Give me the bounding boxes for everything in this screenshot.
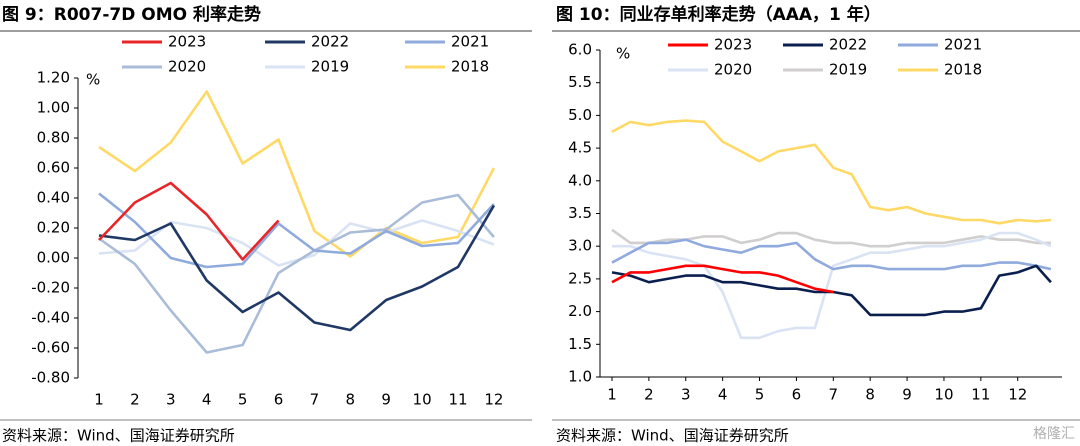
series-line xyxy=(98,90,496,258)
legend-label: 2022 xyxy=(829,36,867,54)
y-tick-label: 5.0 xyxy=(568,106,592,124)
y-tick-label: 0.00 xyxy=(37,249,70,267)
series-line xyxy=(611,264,834,294)
x-tick-label: 1 xyxy=(607,386,617,404)
x-tick-label: 8 xyxy=(865,386,875,404)
y-tick-label: 0.80 xyxy=(37,129,70,147)
y-tick-label: -0.80 xyxy=(31,369,70,387)
x-tick-label: 12 xyxy=(484,391,503,409)
legend-label: 2023 xyxy=(714,36,752,54)
series-line xyxy=(98,204,496,332)
y-tick-label: 5.5 xyxy=(568,73,592,91)
x-tick-label: 12 xyxy=(1008,386,1027,404)
x-tick-label: 8 xyxy=(346,391,356,409)
x-tick-label: 6 xyxy=(792,386,802,404)
legend-label: 2018 xyxy=(944,61,982,79)
legend-label: 2022 xyxy=(311,33,349,51)
x-tick-label: 2 xyxy=(644,386,654,404)
x-tick-label: 5 xyxy=(755,386,765,404)
chart-title: 图 9：R007-7D OMO 利率走势 xyxy=(2,4,261,25)
x-tick-label: 3 xyxy=(681,386,691,404)
x-tick-label: 9 xyxy=(381,391,391,409)
series-line xyxy=(98,192,495,269)
y-tick-label: 0.40 xyxy=(37,189,70,207)
y-tick-label: 3.5 xyxy=(568,204,592,222)
y-tick-label: 1.20 xyxy=(37,69,70,87)
legend-label: 2019 xyxy=(829,61,867,79)
legend-label: 2019 xyxy=(311,58,349,76)
y-tick-label: 0.60 xyxy=(37,159,70,177)
y-tick-label: 2.0 xyxy=(568,302,592,320)
series-line xyxy=(611,119,1052,225)
y-tick-label: 3.0 xyxy=(568,237,592,255)
x-tick-label: 5 xyxy=(238,391,248,409)
series-line xyxy=(98,193,495,354)
y-tick-label: 4.5 xyxy=(568,139,592,157)
y-tick-label: 4.0 xyxy=(568,171,592,189)
source-note: 资料来源：Wind、国海证券研究所 xyxy=(556,427,789,445)
y-tick-label: -0.20 xyxy=(31,279,70,297)
x-tick-label: 1 xyxy=(94,391,104,409)
x-tick-label: 4 xyxy=(202,391,212,409)
y-tick-label: -0.60 xyxy=(31,339,70,357)
y-tick-label: -0.40 xyxy=(31,309,70,327)
legend-label: 2023 xyxy=(168,33,206,51)
x-tick-label: 6 xyxy=(274,391,284,409)
series-line xyxy=(98,181,280,261)
y-tick-label: 1.5 xyxy=(568,335,592,353)
unit-label: % xyxy=(616,45,630,63)
x-tick-label: 3 xyxy=(166,391,176,409)
watermark: 格隆汇 xyxy=(1033,426,1075,442)
source-note: 资料来源：Wind、国海证券研究所 xyxy=(2,427,235,445)
series-line xyxy=(98,219,495,267)
legend-label: 2020 xyxy=(168,58,206,76)
legend-label: 2021 xyxy=(451,33,489,51)
x-tick-label: 10 xyxy=(413,391,432,409)
x-tick-label: 7 xyxy=(829,386,839,404)
x-tick-label: 10 xyxy=(934,386,953,404)
y-tick-label: 2.5 xyxy=(568,269,592,287)
unit-label: % xyxy=(86,71,100,89)
y-tick-label: 6.0 xyxy=(568,41,592,59)
series-line xyxy=(612,231,1052,340)
legend-label: 2018 xyxy=(451,58,489,76)
x-tick-label: 9 xyxy=(902,386,912,404)
legend-label: 2021 xyxy=(944,36,982,54)
x-tick-label: 4 xyxy=(718,386,728,404)
x-tick-label: 7 xyxy=(310,391,320,409)
x-tick-label: 11 xyxy=(448,391,467,409)
x-tick-label: 2 xyxy=(130,391,140,409)
y-tick-label: 1.0 xyxy=(568,368,592,386)
series-line xyxy=(611,238,1052,271)
y-tick-label: 0.20 xyxy=(37,219,70,237)
legend-label: 2020 xyxy=(714,61,752,79)
chart-title: 图 10：同业存单利率走势（AAA，1 年） xyxy=(556,4,881,25)
x-tick-label: 11 xyxy=(971,386,990,404)
y-tick-label: 1.00 xyxy=(37,99,70,117)
